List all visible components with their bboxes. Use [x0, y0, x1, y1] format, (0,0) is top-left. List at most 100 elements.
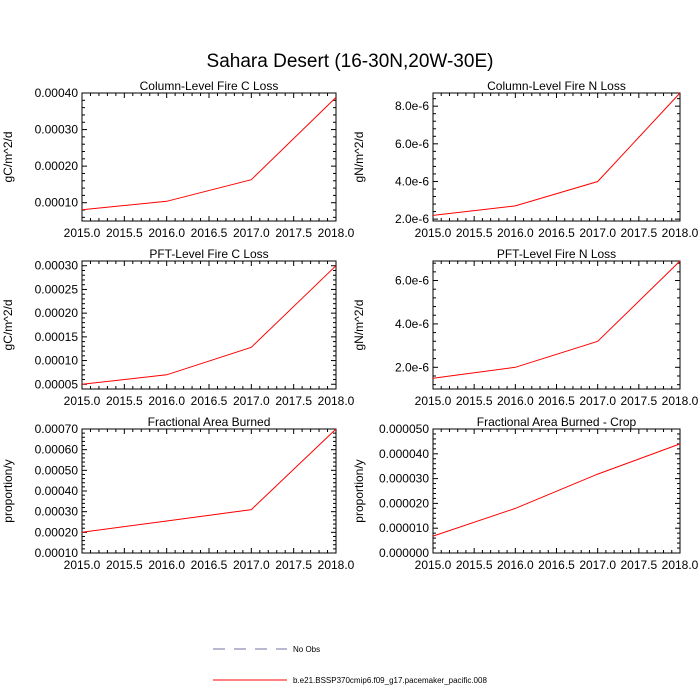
x-tick-label: 2017.0	[233, 558, 270, 572]
x-tick-label: 2017.5	[620, 558, 657, 572]
series-line	[432, 260, 681, 379]
plot-frame	[81, 92, 337, 222]
y-tick-label: 0.00070	[35, 422, 79, 436]
y-axis-label: gN/m^2/d	[352, 300, 366, 351]
x-tick-label: 2015.5	[456, 558, 493, 572]
y-tick-label: 0.000010	[379, 521, 429, 535]
x-tick-label: 2016.0	[148, 558, 185, 572]
y-tick-label: 0.00010	[35, 354, 79, 368]
x-tick-label: 2018.0	[662, 226, 699, 240]
x-tick-label: 2016.5	[191, 226, 228, 240]
y-tick-label: 0.00030	[35, 123, 79, 137]
y-tick-label: 0.00060	[35, 443, 79, 457]
y-tick-label: 0.00010	[35, 196, 79, 210]
legend-label-run: b.e21.BSSP370cmip6.f09_g17.pacemaker_pac…	[293, 676, 487, 685]
panel-title: Fractional Area Burned	[148, 415, 271, 429]
x-tick-label: 2015.5	[456, 394, 493, 408]
x-tick-label: 2015.0	[64, 558, 101, 572]
y-tick-label: 0.00030	[35, 259, 79, 273]
y-tick-label: 0.00020	[35, 159, 79, 173]
x-tick-label: 2018.0	[318, 226, 355, 240]
main-title: Sahara Desert (16-30N,20W-30E)	[207, 51, 494, 72]
y-tick-label: 0.00020	[35, 306, 79, 320]
y-tick-label: 0.00030	[35, 505, 79, 519]
y-tick-label: 0.000040	[379, 447, 429, 461]
x-tick-label: 2015.5	[106, 226, 143, 240]
y-axis-label: gC/m^2/d	[1, 132, 15, 183]
x-tick-label: 2017.0	[233, 226, 270, 240]
x-tick-label: 2015.5	[106, 558, 143, 572]
y-tick-label: 2.0e-6	[395, 360, 429, 374]
x-tick-label: 2015.0	[415, 394, 452, 408]
y-tick-label: 0.00010	[35, 546, 79, 560]
y-tick-label: 2.0e-6	[395, 212, 429, 226]
x-tick-label: 2016.0	[497, 394, 534, 408]
y-tick-label: 0.00040	[35, 484, 79, 498]
x-tick-label: 2016.0	[497, 558, 534, 572]
y-tick-label: 0.00050	[35, 463, 79, 477]
y-tick-label: 4.0e-6	[395, 317, 429, 331]
y-axis-label: gN/m^2/d	[352, 132, 366, 183]
x-tick-label: 2015.5	[456, 226, 493, 240]
panel-1: Column-Level Fire C Loss 2015.0 2015.5 2016…	[1, 79, 355, 240]
x-tick-label: 2015.5	[106, 394, 143, 408]
plot-frame	[81, 260, 337, 390]
y-axis-label: gC/m^2/d	[1, 300, 15, 351]
y-axis-label: proportion/y	[352, 459, 366, 522]
panel-3: PFT-Level Fire C Loss 2015.0 2015.5 2016.0 2…	[1, 247, 355, 408]
x-tick-label: 2016.0	[148, 394, 185, 408]
x-tick-label: 2016.5	[538, 558, 575, 572]
x-tick-label: 2017.0	[579, 394, 616, 408]
x-tick-label: 2017.5	[620, 226, 657, 240]
y-tick-label: 0.000050	[379, 422, 429, 436]
y-tick-label: 6.0e-6	[395, 274, 429, 288]
panel-6: Fractional Area Burned - Crop 2015.0 2015.…	[352, 415, 699, 572]
x-tick-label: 2017.5	[275, 394, 312, 408]
x-tick-label: 2015.0	[64, 394, 101, 408]
legend-label-no-obs: No Obs	[293, 645, 320, 654]
y-tick-label: 0.00020	[35, 525, 79, 539]
x-tick-label: 2016.5	[538, 226, 575, 240]
series-line	[432, 443, 681, 537]
y-tick-label: 8.0e-6	[395, 99, 429, 113]
x-tick-label: 2018.0	[662, 394, 699, 408]
panel-title: Column-Level Fire C Loss	[140, 79, 279, 93]
plot-frame	[81, 428, 337, 554]
x-tick-label: 2018.0	[662, 558, 699, 572]
x-tick-label: 2018.0	[318, 394, 355, 408]
panels: Column-Level Fire C Loss 2015.0 2015.5 2016…	[1, 79, 699, 572]
y-tick-label: 0.000020	[379, 496, 429, 510]
y-tick-label: 0.00015	[35, 330, 79, 344]
y-tick-label: 0.000000	[379, 546, 429, 560]
x-tick-label: 2018.0	[318, 558, 355, 572]
panel-2: Column-Level Fire N Loss 2015.0 2015.5 2016…	[352, 79, 699, 240]
panel-title: Column-Level Fire N Loss	[487, 79, 626, 93]
panel-title: Fractional Area Burned - Crop	[477, 415, 637, 429]
series-line	[81, 428, 337, 533]
y-tick-label: 0.000030	[379, 472, 429, 486]
x-tick-label: 2016.5	[191, 394, 228, 408]
y-tick-label: 6.0e-6	[395, 137, 429, 151]
x-tick-label: 2017.5	[275, 558, 312, 572]
x-tick-label: 2015.0	[415, 226, 452, 240]
x-tick-label: 2017.0	[233, 394, 270, 408]
panel-5: Fractional Area Burned 2015.0 2015.5 2016.0…	[1, 415, 355, 572]
y-tick-label: 0.00005	[35, 377, 79, 391]
plot-frame	[432, 92, 681, 222]
plot-frame	[432, 260, 681, 390]
y-tick-label: 0.00040	[35, 86, 79, 100]
x-tick-label: 2017.5	[275, 226, 312, 240]
panel-title: PFT-Level Fire N Loss	[497, 247, 616, 261]
y-tick-label: 4.0e-6	[395, 174, 429, 188]
series-line	[432, 92, 681, 216]
panel-title: PFT-Level Fire C Loss	[149, 247, 268, 261]
x-tick-label: 2016.0	[497, 226, 534, 240]
series-line	[81, 97, 337, 211]
x-tick-label: 2015.0	[64, 226, 101, 240]
x-tick-label: 2017.5	[620, 394, 657, 408]
x-tick-label: 2017.0	[579, 558, 616, 572]
x-tick-label: 2015.0	[415, 558, 452, 572]
x-tick-label: 2017.0	[579, 226, 616, 240]
x-tick-label: 2016.5	[191, 558, 228, 572]
